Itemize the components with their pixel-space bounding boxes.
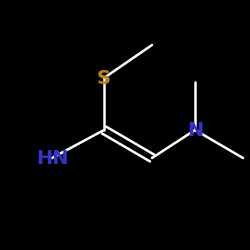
Text: HN: HN <box>36 148 68 168</box>
Text: N: N <box>187 120 203 140</box>
Text: S: S <box>97 68 111 87</box>
